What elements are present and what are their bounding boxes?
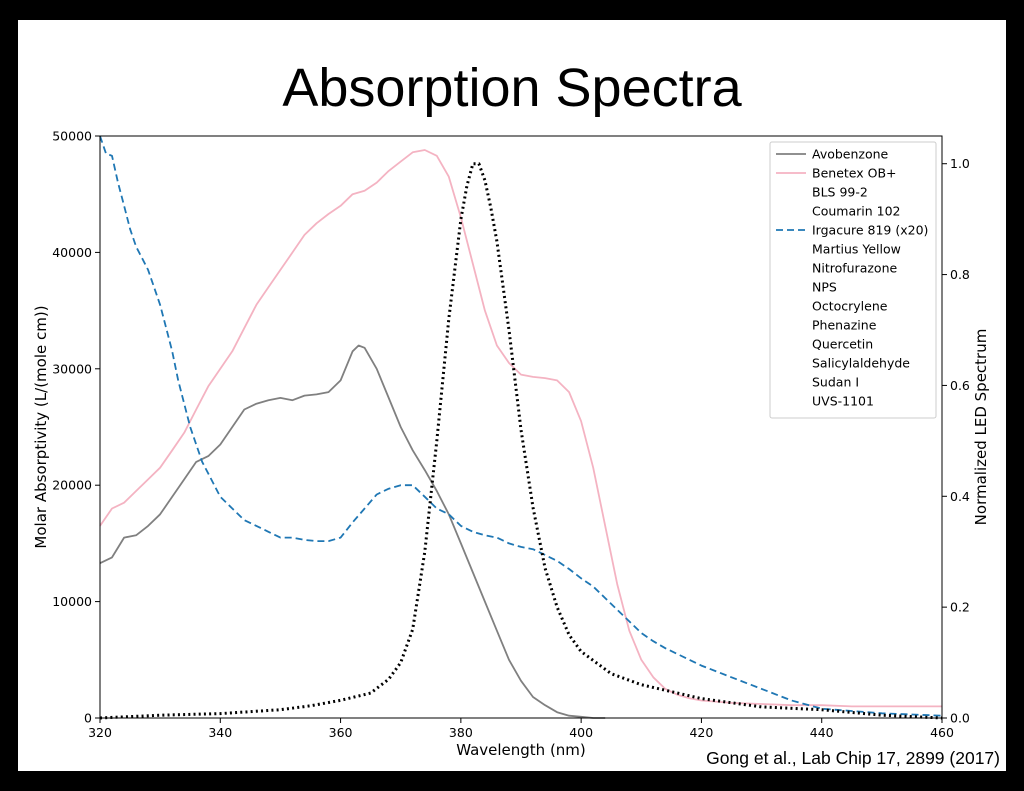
x-tick-label: 380 [449,725,473,740]
legend-label: Benetex OB+ [812,166,897,181]
y-tick-label: 50000 [52,129,92,144]
legend-label: Nitrofurazone [812,261,897,276]
y2-tick-label: 1.0 [950,156,970,171]
y-tick-label: 20000 [52,478,92,493]
y-tick-label: 10000 [52,594,92,609]
slide: Absorption Spectra 320 340 360 380 400 420 440… [18,20,1006,771]
x-tick-label: 320 [88,725,112,740]
x-tick-label: 460 [930,725,954,740]
legend-label: Quercetin [812,337,873,352]
legend-label: Avobenzone [812,147,889,162]
legend-label: UVS-1101 [812,394,874,409]
series-line-benetex-ob- [99,149,942,708]
legend-label: BLS 99-2 [812,185,868,200]
y2-tick-label: 0.4 [950,489,970,504]
y2-tick-label: 0.2 [950,600,970,615]
legend-label: Coumarin 102 [812,204,901,219]
absorption-chart: 320 340 360 380 400 420 440 460 0 10000 20000 3000… [32,129,990,760]
legend: Avobenzone Benetex OB+ BLS 99-2 Coumarin 10… [769,141,937,419]
series-line-avobenzone [99,344,606,719]
y-tick-label: 40000 [52,245,92,260]
slide-title: Absorption Spectra [282,58,742,118]
legend-label: NPS [812,280,837,295]
x-axis-label: Wavelength (nm) [456,741,586,759]
y-axis-label: Molar Absorptivity (L/(mole cm)) [32,305,50,548]
legend-label: Sudan I [812,375,859,390]
y-tick-label: 30000 [52,361,92,376]
citation: Gong et al., Lab Chip 17, 2899 (2017) [702,748,1004,771]
legend-label: Martius Yellow [812,242,901,257]
x-tick-label: 360 [329,725,353,740]
plot-frame [99,135,943,719]
x-tick-label: 420 [689,725,713,740]
y2-tick-label: 0.6 [950,378,970,393]
x-axis: 320 340 360 380 400 420 440 460 [88,718,954,740]
x-tick-label: 440 [810,725,834,740]
y-axis-left: 0 10000 20000 30000 40000 50000 [52,129,100,726]
legend-label: Phenazine [812,318,877,333]
series-line-irgacure-819-x20- [99,135,943,717]
plot-series [99,135,943,720]
y2-tick-label: 0.0 [950,711,970,726]
y2-tick-label: 0.8 [950,267,970,282]
y-tick-label: 0 [84,711,92,726]
legend-label: Salicylaldehyde [812,356,910,371]
x-tick-label: 400 [569,725,593,740]
y2-axis-label: Normalized LED Spectrum [972,329,990,526]
legend-box [769,141,937,419]
y-axis-right: 0.0 0.2 0.4 0.6 0.8 1.0 [942,156,970,726]
x-tick-label: 340 [208,725,232,740]
legend-label: Irgacure 819 (x20) [812,223,928,238]
legend-label: Octocrylene [812,299,888,314]
